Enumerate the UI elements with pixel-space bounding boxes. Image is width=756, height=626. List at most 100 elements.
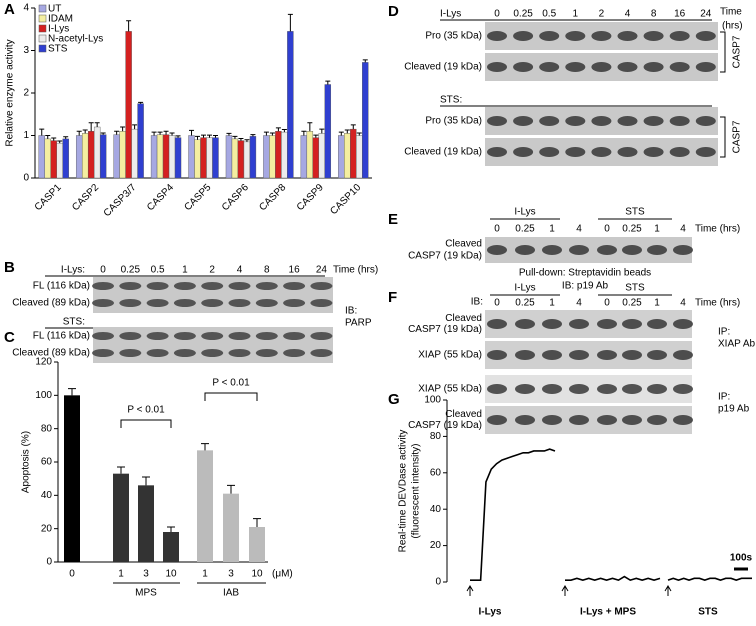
band [565, 116, 586, 126]
significance-bracket [120, 419, 172, 428]
y-tick-label: 60 [41, 457, 53, 468]
error-bar [117, 466, 125, 474]
band [647, 245, 667, 255]
band-label: Cleaved (19 kDa) [404, 62, 482, 73]
time-label: 0 [494, 224, 500, 235]
error-bar [301, 130, 307, 136]
group-label: STS [625, 207, 645, 218]
error-bar [275, 127, 281, 132]
treatment-label: I-Lys: [61, 265, 85, 276]
band [310, 349, 333, 357]
bar [75, 135, 83, 179]
band [283, 299, 306, 307]
band [92, 349, 114, 357]
injection-arrow [466, 585, 474, 596]
band [487, 31, 507, 41]
band [515, 245, 535, 255]
bar [263, 135, 270, 179]
time-label: 1 [654, 224, 660, 235]
bar [243, 141, 251, 179]
band [283, 349, 306, 357]
ip-label: IP: [718, 327, 730, 338]
band [255, 332, 278, 340]
group-label: STS [625, 283, 645, 294]
band [487, 384, 507, 394]
band [673, 415, 693, 425]
y-tick-label: 40 [41, 490, 53, 501]
band [146, 299, 169, 307]
bar [324, 84, 332, 179]
bar [125, 31, 132, 179]
band [228, 349, 251, 357]
band [617, 147, 638, 157]
group-label: MPS [135, 588, 157, 599]
band [643, 31, 664, 41]
band [539, 147, 560, 157]
error-bar [167, 526, 175, 532]
band [542, 245, 562, 255]
time-label: 1 [573, 9, 579, 20]
band-label: XIAP (55 kDa) [418, 384, 482, 395]
band [201, 349, 224, 357]
band [173, 282, 196, 290]
x-tick-label: CASP8 [257, 182, 288, 213]
band [146, 282, 169, 290]
band [487, 319, 507, 329]
panel-label: D [388, 3, 399, 20]
bar [312, 137, 320, 179]
error-bar [269, 132, 275, 136]
bar [194, 139, 201, 179]
x-tick-label: CASP3/7 [102, 182, 139, 219]
time-axis-label: Time [720, 7, 742, 18]
band [487, 147, 507, 157]
band [597, 384, 617, 394]
error-bar [232, 135, 238, 139]
time-label: 2 [209, 265, 215, 276]
band [591, 62, 612, 72]
error-bar [253, 518, 261, 527]
time-label: 0.25 [513, 9, 533, 20]
band-label: CASP7 (19 kDa) [408, 251, 482, 262]
x-tick-label: CASP10 [328, 182, 363, 217]
x-tick-label: 10 [165, 569, 177, 580]
band [92, 282, 114, 290]
bar [44, 138, 51, 179]
y-tick-label: 2 [23, 88, 29, 99]
x-tick-label: 1 [118, 569, 124, 580]
y-axis-label: Apoptosis (%) [21, 431, 32, 493]
bar [168, 135, 176, 179]
band [173, 332, 196, 340]
injection-arrow [561, 585, 569, 596]
band-label: CASP7 (19 kDa) [408, 420, 482, 431]
band [310, 332, 333, 340]
band [542, 319, 562, 329]
error-bar [250, 134, 256, 137]
time-axis-label: Time (hrs) [695, 224, 740, 235]
band [92, 332, 114, 340]
bar [197, 450, 213, 562]
band [515, 415, 535, 425]
band [255, 299, 278, 307]
y-tick-label: 0 [435, 577, 441, 588]
error-bar [63, 136, 69, 139]
time-label: 24 [700, 9, 712, 20]
band [487, 245, 507, 255]
bar [287, 31, 294, 179]
band [597, 350, 617, 360]
y-tick-label: 20 [430, 540, 442, 551]
band [513, 31, 534, 41]
error-bar [244, 139, 250, 142]
band [119, 349, 142, 357]
legend-label: UT [48, 4, 61, 15]
band-label: Cleaved [445, 409, 482, 420]
error-bar [201, 134, 206, 138]
band [673, 384, 693, 394]
band [487, 116, 507, 126]
band [173, 299, 196, 307]
band [146, 332, 169, 340]
ip-label: XIAP Ab [718, 339, 756, 350]
bar [237, 140, 245, 179]
legend-label: IDAM [48, 14, 73, 25]
error-bar [163, 130, 169, 135]
error-bar [94, 122, 100, 127]
